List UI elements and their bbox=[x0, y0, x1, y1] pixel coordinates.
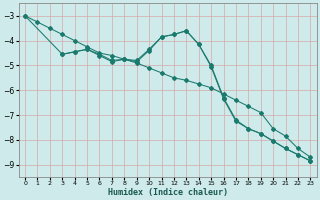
X-axis label: Humidex (Indice chaleur): Humidex (Indice chaleur) bbox=[108, 188, 228, 197]
